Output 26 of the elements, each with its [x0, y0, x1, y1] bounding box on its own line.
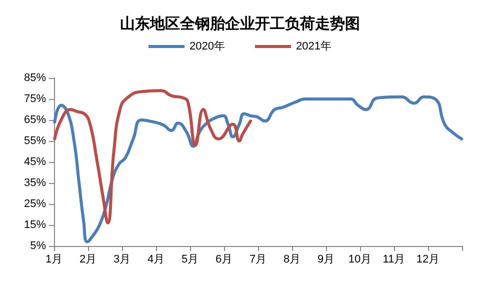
x-tick-label: 10月 [348, 254, 372, 266]
x-tick-label: 5月 [181, 254, 199, 266]
chart-title: 山东地区全钢胎企业开工负荷走势图 [120, 14, 360, 32]
y-tick-label: 85% [24, 72, 46, 84]
x-tick-label: 11月 [382, 254, 406, 266]
legend-label: 2020年 [190, 40, 226, 52]
x-tick-label: 2月 [79, 254, 97, 266]
x-tick-label: 9月 [317, 254, 335, 266]
y-tick-label: 75% [24, 93, 46, 105]
x-tick-label: 3月 [113, 254, 131, 266]
x-tick-label: 7月 [249, 254, 267, 266]
y-tick-label: 35% [24, 177, 46, 189]
y-tick-label: 5% [30, 240, 46, 252]
x-tick-label: 1月 [45, 254, 63, 266]
legend-label: 2021年 [296, 40, 332, 52]
x-tick-label: 12月 [416, 254, 440, 266]
x-tick-label: 8月 [283, 254, 301, 266]
x-tick-label: 6月 [215, 254, 233, 266]
y-tick-label: 55% [24, 135, 46, 147]
y-tick-label: 65% [24, 114, 46, 126]
y-tick-label: 25% [24, 198, 46, 210]
line-series [53, 89, 252, 224]
line-series [53, 95, 464, 244]
y-tick-label: 45% [24, 156, 46, 168]
x-tick-label: 4月 [147, 254, 165, 266]
y-tick-label: 15% [24, 219, 46, 231]
